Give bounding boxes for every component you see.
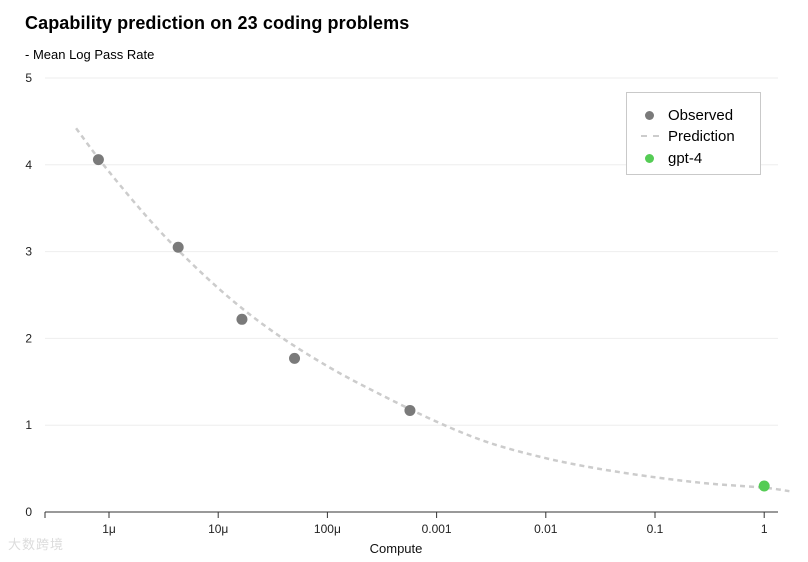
chart-title: Capability prediction on 23 coding probl… xyxy=(25,13,410,33)
legend-marker-prediction xyxy=(641,135,659,137)
y-tick-label: 5 xyxy=(25,71,32,85)
y-tick-label: 3 xyxy=(25,245,32,259)
legend-item-observed: Observed xyxy=(643,105,733,125)
x-tick-label: 0.1 xyxy=(647,522,664,536)
observed-point xyxy=(92,154,104,166)
tick-labels: 0 1 2 3 4 5 1μ 10μ 100μ 0.001 0.01 0.1 1 xyxy=(25,71,768,536)
legend-marker-gpt4 xyxy=(645,153,654,163)
legend: Observed Prediction gpt-4 xyxy=(626,92,761,175)
y-tick-label: 4 xyxy=(25,158,32,172)
data-series xyxy=(75,127,790,493)
x-tick-label: 0.01 xyxy=(534,522,558,536)
grid-lines xyxy=(45,77,778,426)
x-tick-label: 100μ xyxy=(314,522,341,536)
observed-point xyxy=(404,404,416,416)
y-tick-label: 2 xyxy=(25,331,32,345)
legend-marker-observed xyxy=(645,110,654,120)
y-tick-label: 0 xyxy=(25,505,32,519)
watermark: 大数跨境 xyxy=(8,537,65,552)
x-tick-label: 1μ xyxy=(102,522,116,536)
observed-point xyxy=(172,241,184,253)
observed-point xyxy=(289,352,301,364)
x-tick-label: 1 xyxy=(761,522,768,536)
x-axis-title: Compute xyxy=(370,541,423,556)
legend-label-prediction: Prediction xyxy=(668,127,735,145)
observed-point xyxy=(236,313,248,325)
legend-item-prediction: Prediction xyxy=(641,126,735,146)
x-tick-label: 10μ xyxy=(208,522,228,536)
x-tick-label: 0.001 xyxy=(422,522,452,536)
axes xyxy=(44,511,778,518)
y-tick-label: 1 xyxy=(25,418,32,432)
gpt4-point xyxy=(758,480,770,492)
chart-subtitle: - Mean Log Pass Rate xyxy=(25,47,155,62)
legend-label-gpt4: gpt-4 xyxy=(668,149,703,167)
legend-label-observed: Observed xyxy=(668,106,734,124)
prediction-line xyxy=(75,127,790,493)
legend-item-gpt4: gpt-4 xyxy=(643,148,702,168)
